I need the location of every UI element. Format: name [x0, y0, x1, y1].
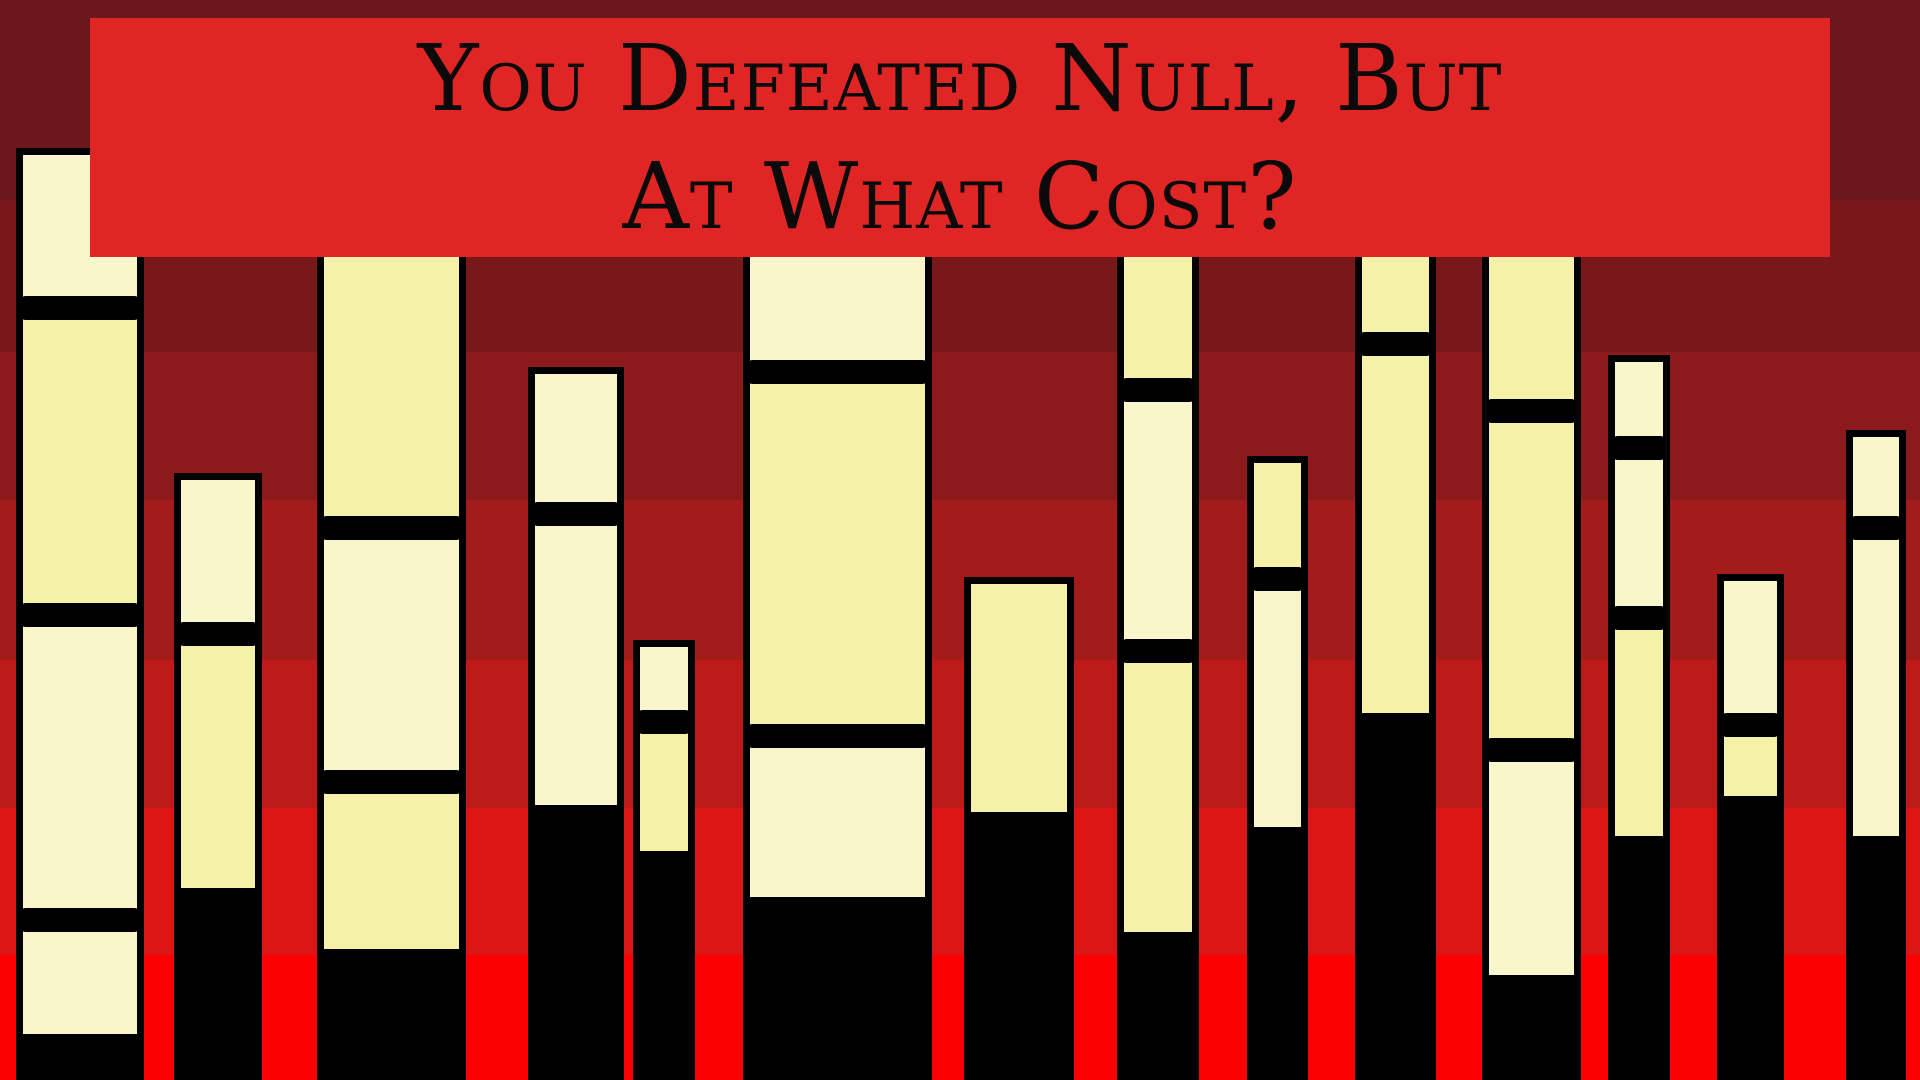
health-segment — [1853, 528, 1899, 836]
title-line-1: You Defeated Null, But — [417, 24, 1503, 132]
segment-divider — [18, 908, 142, 932]
health-pillar — [16, 148, 144, 1080]
health-segment — [1124, 651, 1192, 932]
segment-divider — [745, 724, 930, 748]
health-segment — [1489, 750, 1574, 975]
health-segment — [535, 374, 617, 514]
health-pillar — [1482, 200, 1581, 1080]
segment-divider — [1484, 738, 1579, 762]
segment-divider — [1848, 516, 1904, 540]
segment-divider — [176, 622, 260, 646]
health-segment — [23, 920, 137, 1034]
health-pillar — [964, 577, 1074, 1080]
title-banner: You Defeated Null, But At What Cost? — [90, 18, 1830, 257]
health-segment — [1615, 448, 1663, 618]
health-segment — [640, 647, 688, 722]
health-segment — [535, 514, 617, 805]
health-segment — [1489, 411, 1574, 750]
health-segment — [23, 615, 137, 920]
health-segment — [640, 722, 688, 851]
health-pillar — [528, 367, 624, 1080]
segment-divider — [1119, 639, 1197, 663]
health-pillar — [1846, 430, 1906, 1080]
segment-divider — [319, 516, 464, 540]
health-segment — [1362, 344, 1429, 713]
segment-divider — [1119, 378, 1197, 402]
health-segment — [1853, 437, 1899, 528]
segment-divider — [745, 360, 930, 384]
segment-divider — [530, 502, 622, 526]
health-pillar — [1355, 200, 1436, 1080]
segment-divider — [1249, 567, 1306, 591]
health-segment — [1615, 618, 1663, 836]
health-pillar — [1717, 574, 1784, 1080]
health-segment — [324, 528, 459, 782]
health-pillar — [174, 473, 262, 1080]
health-pillar — [633, 640, 695, 1080]
health-segment — [181, 634, 255, 888]
health-segment — [1724, 581, 1777, 725]
segment-divider — [1719, 713, 1782, 737]
health-pillar — [1117, 200, 1199, 1080]
health-segment — [750, 372, 925, 736]
segment-divider — [1610, 436, 1668, 460]
segment-divider — [319, 770, 464, 794]
health-segment — [1124, 390, 1192, 651]
health-pillar — [1247, 456, 1308, 1080]
title-line-2: At What Cost? — [622, 142, 1298, 250]
segment-divider — [18, 296, 142, 320]
health-pillar — [317, 200, 466, 1080]
health-segment — [324, 207, 459, 528]
segment-divider — [18, 603, 142, 627]
health-segment — [181, 480, 255, 634]
segment-divider — [1610, 606, 1668, 630]
segment-divider — [1484, 399, 1579, 423]
health-segment — [1254, 579, 1301, 827]
health-segment — [1254, 463, 1301, 579]
health-segment — [324, 782, 459, 949]
health-segment — [23, 308, 137, 615]
segment-divider — [1357, 332, 1434, 356]
health-segment — [971, 584, 1067, 812]
health-segment — [1615, 362, 1663, 448]
health-pillar — [743, 200, 932, 1080]
health-pillar — [1608, 355, 1670, 1080]
health-segment — [750, 736, 925, 897]
segment-divider — [635, 710, 693, 734]
